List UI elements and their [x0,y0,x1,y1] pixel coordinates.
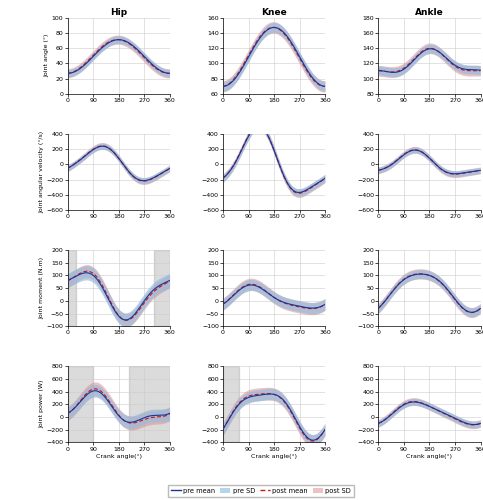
Bar [68,366,93,442]
Bar [223,366,239,442]
X-axis label: Crank angle(°): Crank angle(°) [96,454,142,458]
Title: Knee: Knee [261,8,287,16]
Y-axis label: Joint angle (°): Joint angle (°) [45,34,50,78]
Y-axis label: Joint power (W): Joint power (W) [40,380,44,428]
Y-axis label: Joint moment (N.m): Joint moment (N.m) [40,257,44,319]
Bar [128,366,170,442]
Y-axis label: Joint angular velocity (°/s): Joint angular velocity (°/s) [40,131,44,213]
X-axis label: Crank angle(°): Crank angle(°) [407,454,453,458]
Bar [68,250,75,326]
Legend: pre mean, pre SD, post mean, post SD: pre mean, pre SD, post mean, post SD [168,486,354,496]
Bar [154,250,170,326]
X-axis label: Crank angle(°): Crank angle(°) [251,454,297,458]
Title: Ankle: Ankle [415,8,444,16]
Title: Hip: Hip [110,8,128,16]
